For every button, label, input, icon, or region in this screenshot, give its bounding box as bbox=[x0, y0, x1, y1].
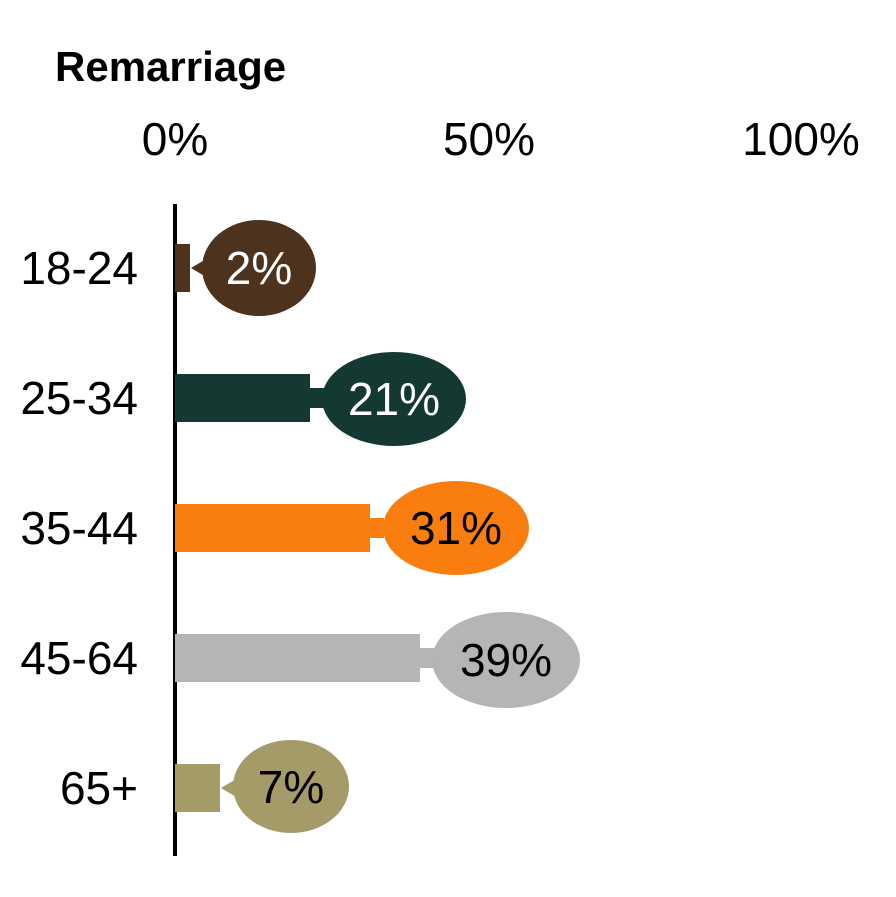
category-label-18-24: 18-24 bbox=[20, 242, 138, 294]
bubble-neck-25-34 bbox=[308, 388, 324, 408]
x-axis-tick-0: 0% bbox=[141, 113, 209, 165]
x-axis-tick-100: 100% bbox=[742, 113, 860, 165]
value-bubble-18-24: 2% bbox=[202, 220, 316, 316]
bar-45-64 bbox=[175, 634, 420, 682]
category-label-65plus: 65+ bbox=[59, 762, 138, 814]
value-bubble-25-34: 21% bbox=[322, 352, 466, 446]
bar-35-44 bbox=[175, 504, 370, 552]
category-label-25-34: 25-34 bbox=[20, 372, 138, 424]
x-axis-tick-50: 50% bbox=[442, 113, 536, 165]
bar-25-34 bbox=[175, 374, 310, 422]
value-bubble-35-44: 31% bbox=[383, 481, 529, 575]
value-label-65plus: 7% bbox=[257, 760, 325, 813]
bubble-neck-45-64 bbox=[418, 648, 434, 668]
value-label-18-24: 2% bbox=[225, 242, 293, 294]
category-label-35-44: 35-44 bbox=[20, 502, 138, 554]
chart-title: Remarriage bbox=[55, 43, 287, 90]
value-bubble-45-64: 39% bbox=[432, 612, 580, 708]
bubble-neck-35-44 bbox=[368, 518, 384, 538]
value-label-25-34: 21% bbox=[347, 373, 441, 425]
bar-18-24 bbox=[175, 244, 190, 292]
value-label-35-44: 31% bbox=[409, 502, 503, 554]
value-bubble-65plus: 7% bbox=[233, 740, 349, 833]
value-label-45-64: 39% bbox=[459, 634, 553, 686]
category-label-45-64: 45-64 bbox=[20, 632, 138, 684]
bar-65plus bbox=[175, 764, 220, 812]
